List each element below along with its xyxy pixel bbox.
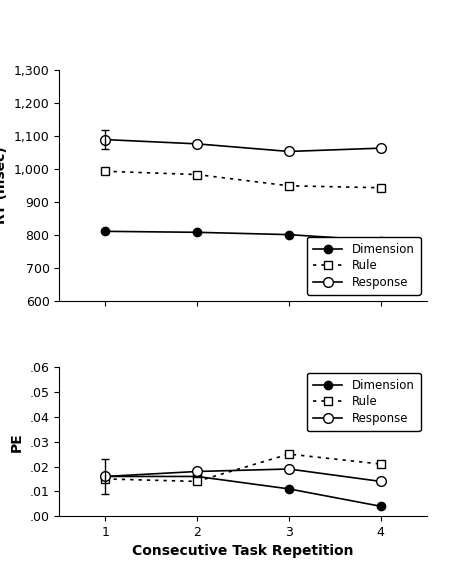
Dimension [378,237,383,244]
Response [286,148,292,155]
Line: Dimension: Dimension [101,472,385,510]
Rule [102,476,108,483]
Rule [378,461,383,467]
Rule [378,184,383,191]
Legend: Dimension, Rule, Response: Dimension, Rule, Response [307,237,421,295]
Line: Response: Response [100,135,385,157]
Rule [286,451,292,458]
Dimension [102,473,108,480]
Response [194,140,200,147]
Response [194,468,200,475]
Response [286,466,292,473]
Dimension [194,473,200,480]
Response [378,144,383,151]
Dimension [286,231,292,238]
X-axis label: Consecutive Task Repetition: Consecutive Task Repetition [132,545,354,559]
Dimension [194,229,200,236]
Response [378,478,383,485]
Response [102,136,108,143]
Response [102,473,108,480]
Rule [286,182,292,189]
Line: Response: Response [100,464,385,486]
Rule [194,171,200,178]
Legend: Dimension, Rule, Response: Dimension, Rule, Response [307,373,421,431]
Y-axis label: PE: PE [10,432,24,452]
Dimension [102,228,108,235]
Line: Dimension: Dimension [101,227,385,245]
Dimension [286,485,292,492]
Line: Rule: Rule [101,167,385,192]
Rule [102,168,108,175]
Dimension [378,503,383,510]
Y-axis label: RT (msec): RT (msec) [0,146,8,224]
Rule [194,478,200,485]
Line: Rule: Rule [101,450,385,485]
